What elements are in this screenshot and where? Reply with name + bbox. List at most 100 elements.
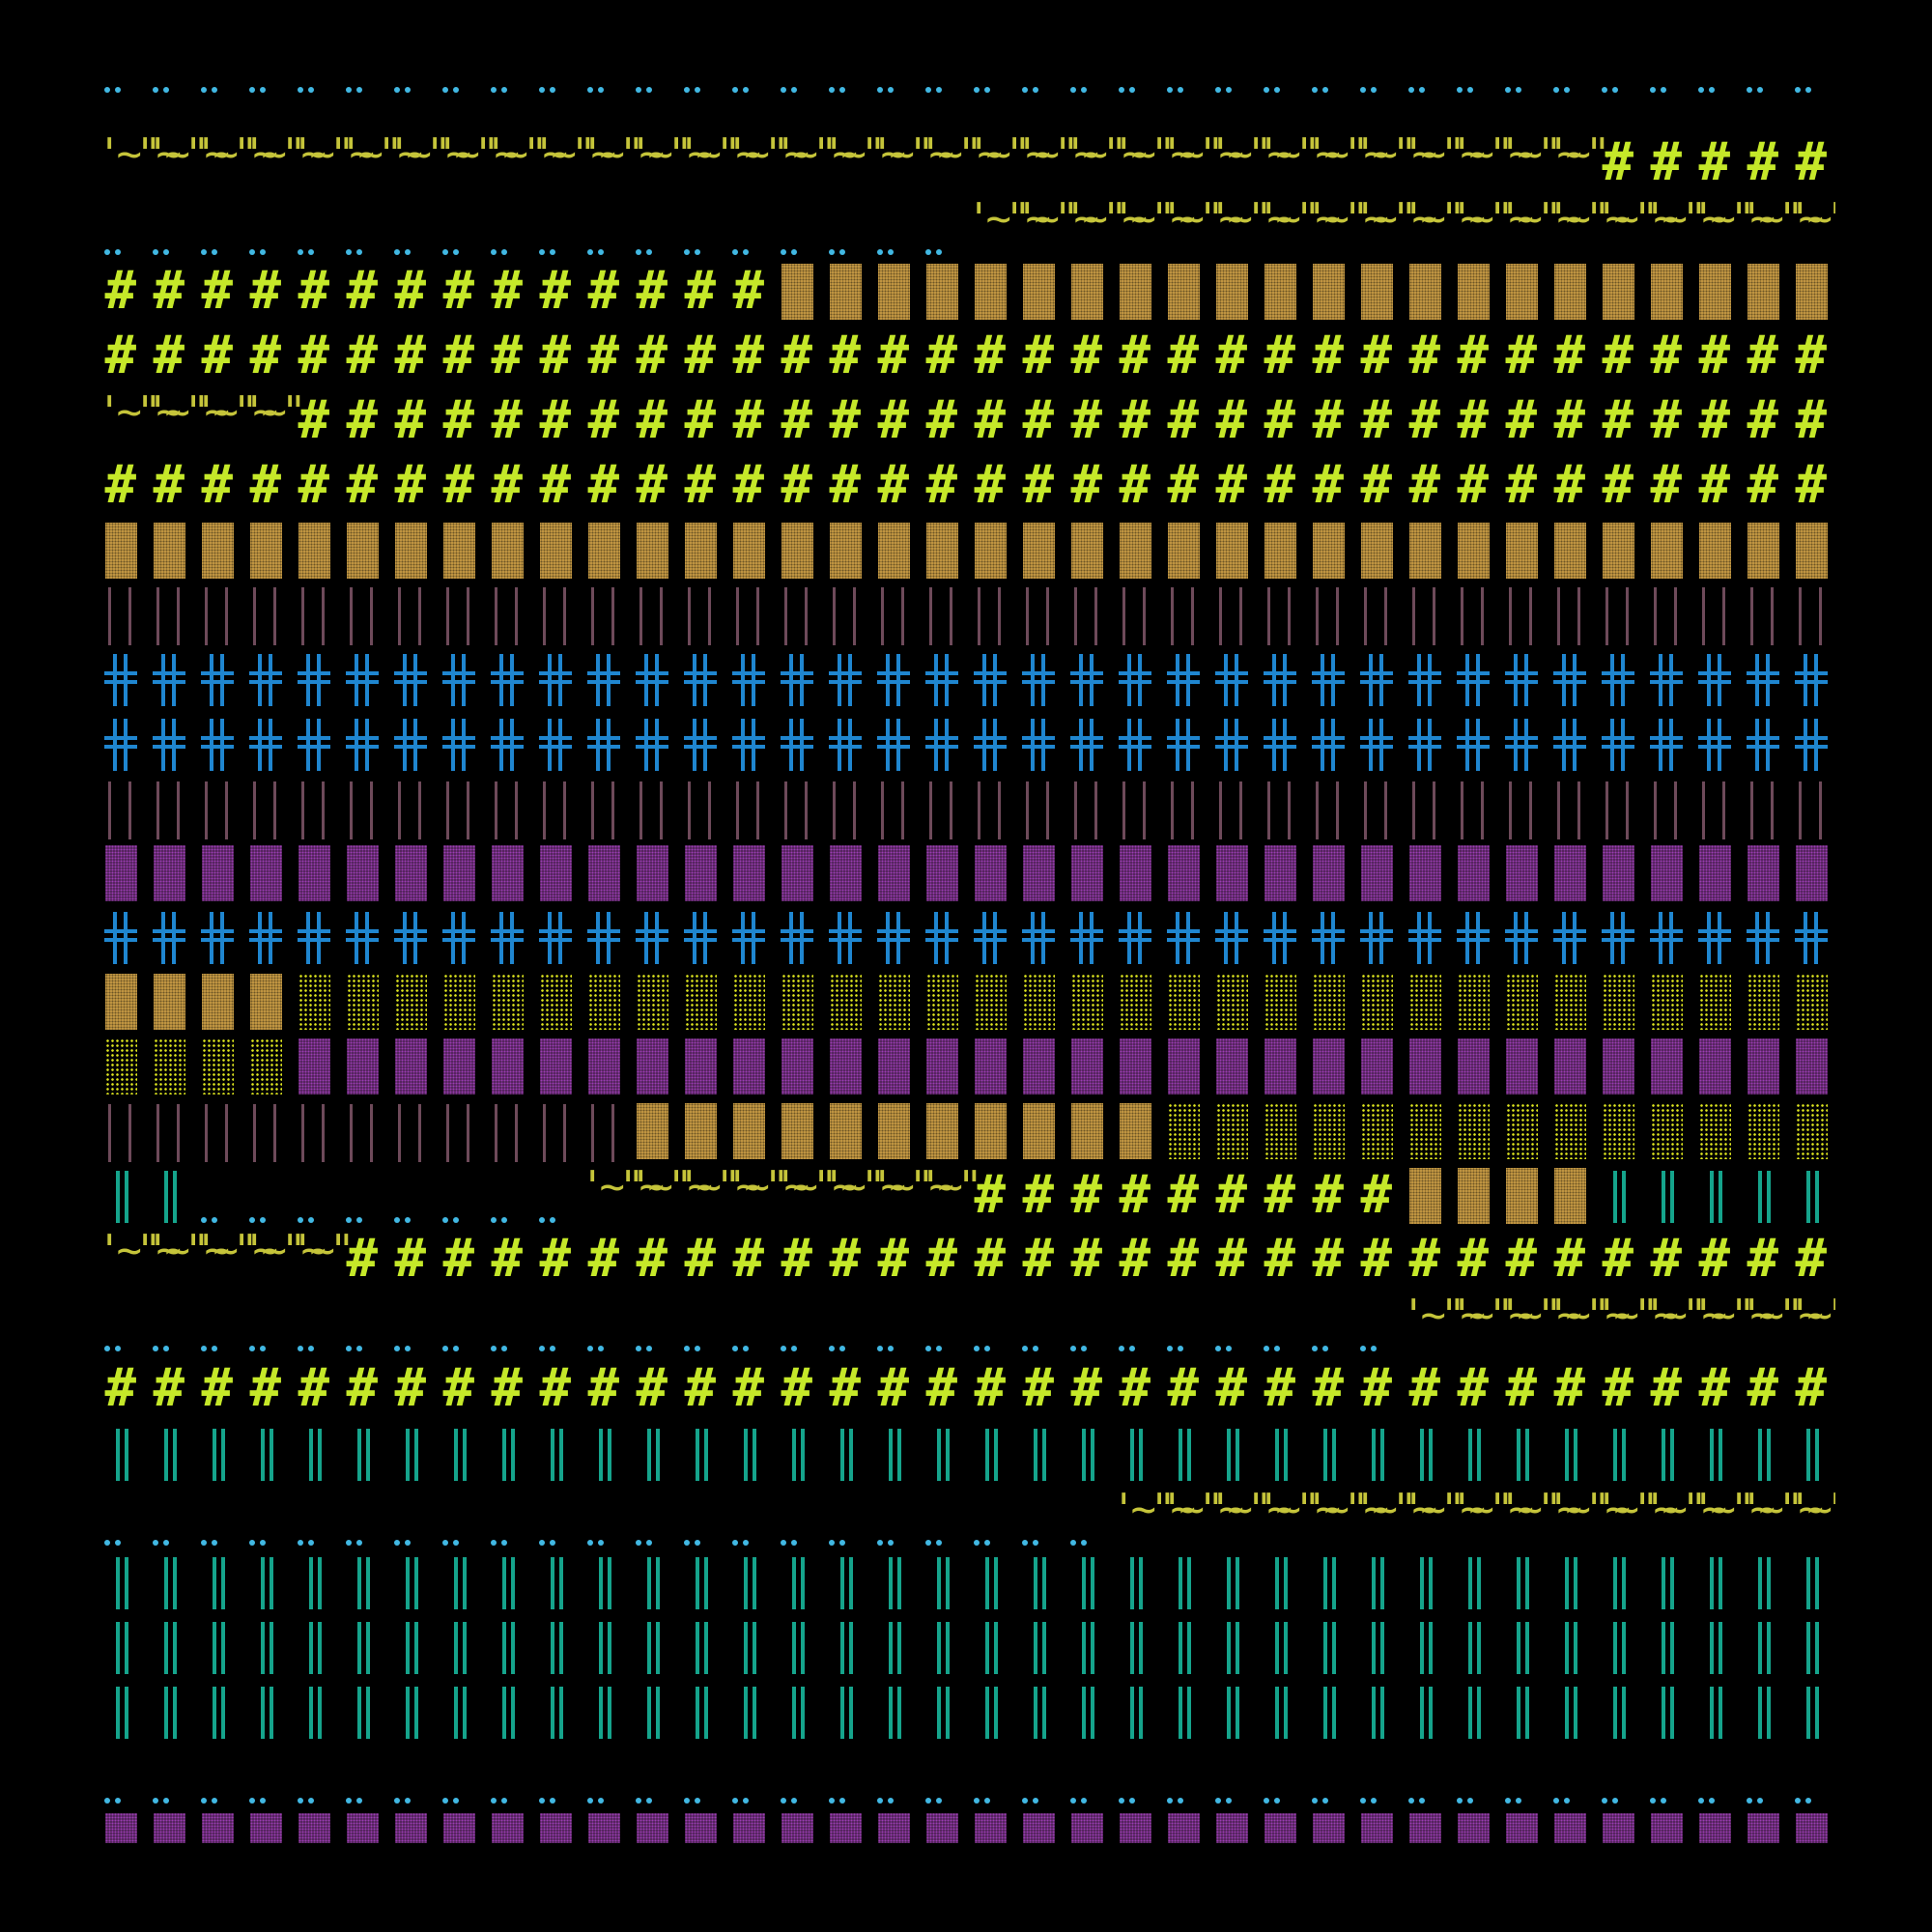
double-dot-icon <box>1690 1744 1739 1807</box>
dot-mark <box>501 1346 507 1352</box>
dot-mark <box>1070 1346 1076 1352</box>
gold-block-fill <box>1168 522 1200 579</box>
mauve-bar-line <box>446 587 449 646</box>
double-cross-shape <box>1360 654 1393 707</box>
teal-bar-line <box>656 1557 660 1610</box>
dot-mark <box>539 87 545 93</box>
teal-double-bar-icon <box>1594 1679 1642 1743</box>
mosaic-row: '~"~ '~"~ '~"~ '~"~ # # # # # # # # # # # # # # # # # # # # # # # #… <box>97 388 1835 452</box>
purple-block-fill <box>492 1812 524 1843</box>
stippled-purple-block-icon <box>1449 1808 1497 1843</box>
mauve-bars <box>1111 781 1159 839</box>
double-cross-icon <box>531 711 580 775</box>
double-dot-icon <box>193 1744 242 1807</box>
double-dot-icon <box>724 1292 773 1355</box>
hash-icon: # <box>1602 325 1634 386</box>
teal-double-bar-icon <box>1401 1679 1449 1743</box>
mauve-bars <box>1159 781 1208 839</box>
stippled-purple-block-icon <box>1787 1808 1835 1843</box>
teal-bars <box>628 1427 676 1485</box>
teal-bar-line <box>406 1687 410 1739</box>
teal-bars <box>1594 1685 1642 1743</box>
mauve-bars <box>531 1103 580 1162</box>
mauve-bar-line <box>225 1103 228 1162</box>
teal-bar-line <box>1284 1428 1288 1481</box>
yellow-block-fill <box>105 1038 137 1094</box>
dot-mark <box>260 1216 266 1223</box>
teal-bars <box>1690 1169 1739 1227</box>
dot-mark <box>201 1346 207 1352</box>
dot-mark <box>298 87 303 93</box>
dot-mark <box>598 1539 604 1546</box>
hash-icon: # <box>974 325 1007 386</box>
hash-icon: # <box>587 453 620 515</box>
dot-mark <box>539 1539 545 1546</box>
teal-double-bar-icon <box>1304 1614 1352 1678</box>
teal-double-bar-icon <box>580 1421 628 1485</box>
hash-icon: # <box>732 260 765 322</box>
double-dot-icon <box>1594 1744 1642 1807</box>
stippled-purple-block-icon <box>1063 1808 1111 1843</box>
teal-double-bar-icon <box>242 1421 290 1485</box>
stippled-purple-block-icon <box>1159 1808 1208 1843</box>
speckled-yellow-block-icon <box>1256 969 1304 1033</box>
dot-mark <box>791 1346 797 1352</box>
mauve-bar-line <box>1191 587 1194 646</box>
teal-double-bar-icon <box>435 1679 483 1743</box>
double-cross-icon <box>1739 646 1787 710</box>
tilde-quote-wave-icon: '~"~ <box>1642 1485 1727 1534</box>
teal-bars <box>193 1620 242 1678</box>
mauve-bar-line <box>591 1103 594 1162</box>
teal-bars <box>1594 1555 1642 1613</box>
hash-icon: # <box>104 1357 137 1418</box>
hash-icon: # <box>201 260 234 322</box>
tilde-quote-wave-icon: '~"~ <box>1063 129 1148 179</box>
teal-bars <box>966 1620 1014 1678</box>
dot-mark <box>201 248 207 255</box>
speckled-yellow-block-icon <box>821 969 869 1033</box>
mauve-bar-line <box>1461 781 1463 839</box>
mauve-bars <box>676 587 724 646</box>
teal-bars <box>97 1555 145 1613</box>
stippled-purple-block-icon <box>918 840 966 904</box>
hash-icon: # <box>636 325 668 386</box>
tilde-quote-wave-icon: '~"~ <box>1401 129 1486 179</box>
teal-bars <box>1690 1555 1739 1613</box>
dot-mark <box>974 87 980 93</box>
stippled-purple-block-icon <box>821 1808 869 1843</box>
hash-icon: # <box>1360 1357 1393 1418</box>
teal-bar-line <box>164 1557 168 1610</box>
yellow-block-fill <box>1651 1102 1683 1159</box>
stippled-purple-block-icon <box>773 1034 821 1097</box>
teal-double-bar-icon <box>1208 1679 1256 1743</box>
gold-block-fill <box>1554 522 1586 579</box>
teal-bar-line <box>454 1687 458 1739</box>
dot-mark <box>298 1797 303 1804</box>
mauve-bar-line <box>467 587 469 646</box>
stippled-gold-block-icon <box>1304 259 1352 323</box>
teal-bar-line <box>559 1622 563 1675</box>
mauve-bar-line <box>418 1103 421 1162</box>
mauve-bars <box>1208 781 1256 839</box>
teal-bars <box>724 1555 773 1613</box>
hash-icon: # <box>153 260 185 322</box>
teal-bars <box>821 1685 869 1743</box>
dot-mark <box>925 87 931 93</box>
teal-bar-line <box>414 1622 418 1675</box>
dot-mark <box>839 1797 845 1804</box>
hash-icon: # <box>1264 325 1296 386</box>
double-cross-shape <box>1505 912 1538 965</box>
double-cross-shape <box>1070 654 1103 707</box>
teal-double-bar-icon <box>1014 1679 1063 1743</box>
mauve-bars <box>97 781 145 839</box>
teal-bar-line <box>1284 1687 1288 1739</box>
mauve-bars <box>1787 781 1835 839</box>
teal-bars <box>145 1685 193 1743</box>
mauve-bar-line <box>225 781 228 839</box>
gold-block-fill <box>154 974 185 1031</box>
teal-double-bar-icon <box>1208 1614 1256 1678</box>
purple-block-fill <box>1120 1812 1151 1843</box>
tilde-quote-wave-icon: '~"~ <box>1546 194 1631 243</box>
stippled-purple-block-icon <box>386 1034 435 1097</box>
teal-bar-line <box>164 1428 168 1481</box>
